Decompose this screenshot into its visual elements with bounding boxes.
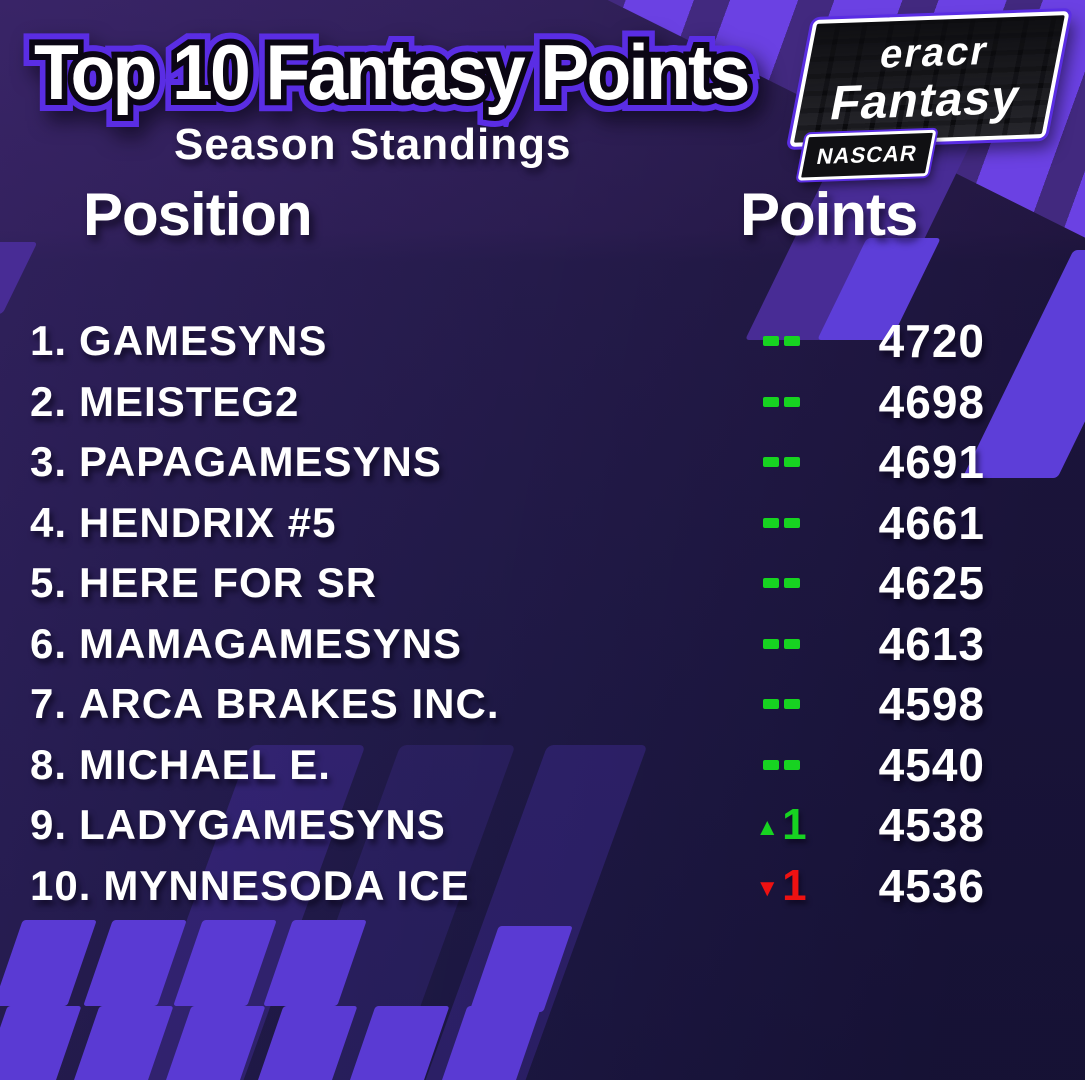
no-change-dash-icon xyxy=(762,517,779,528)
points-value: 4613 xyxy=(878,617,985,670)
logo-brand-main: Fantasy xyxy=(825,70,1025,131)
no-change-dash-icon xyxy=(783,578,800,589)
team-name: MEISTEG2 xyxy=(79,377,300,425)
points-value: 4598 xyxy=(878,678,985,731)
decor-checker-block xyxy=(0,920,97,1006)
team-name: ARCA BRAKES INC. xyxy=(79,680,500,728)
position-cell: 4. HENDRIX #5 xyxy=(30,493,336,554)
team-name: PAPAGAMESYNS xyxy=(79,438,442,486)
no-change-dash-icon xyxy=(783,396,800,407)
table-row: 5. HERE FOR SR 4625 xyxy=(0,553,1085,614)
change-indicator xyxy=(742,372,820,433)
points-value: 4661 xyxy=(878,496,985,549)
no-change-dash-icon xyxy=(762,759,779,770)
table-row: 1. GAMESYNS 4720 xyxy=(0,311,1085,372)
team-name: GAMESYNS xyxy=(79,317,328,365)
team-name: HERE FOR SR xyxy=(79,559,378,607)
points-value: 4540 xyxy=(878,738,985,791)
change-indicator xyxy=(742,735,820,796)
no-change-dash-icon xyxy=(783,759,800,770)
team-name: HENDRIX #5 xyxy=(79,498,337,546)
points-column-header: Points xyxy=(740,181,918,248)
no-change-dash-icon xyxy=(783,699,800,710)
team-name: MYNNESODA ICE xyxy=(103,861,470,909)
rank-label: 1. xyxy=(30,317,68,365)
rank-label: 3. xyxy=(30,438,68,486)
points-value: 4698 xyxy=(878,375,985,428)
position-cell: 10. MYNNESODA ICE xyxy=(30,856,470,917)
change-indicator xyxy=(742,674,820,735)
position-cell: 3. PAPAGAMESYNS xyxy=(30,432,442,493)
no-change-dash-icon xyxy=(762,699,779,710)
no-change-dash-icon xyxy=(783,336,800,347)
change-indicator xyxy=(742,493,820,554)
eracr-fantasy-logo: eracr Fantasy NASCAR xyxy=(789,9,1070,184)
page-subtitle: Season Standings xyxy=(174,120,572,169)
rank-label: 9. xyxy=(30,801,68,849)
no-change-dash-icon xyxy=(783,517,800,528)
standings-rows: 1. GAMESYNS 4720 2. MEISTEG2 4698 3. PAP… xyxy=(0,311,1085,916)
table-row: 7. ARCA BRAKES INC. 4598 xyxy=(0,674,1085,735)
change-indicator xyxy=(742,553,820,614)
position-cell: 1. GAMESYNS xyxy=(30,311,327,372)
table-row: 8. MICHAEL E. 4540 xyxy=(0,735,1085,796)
no-change-dash-icon xyxy=(783,638,800,649)
position-cell: 8. MICHAEL E. xyxy=(30,735,331,796)
position-cell: 2. MEISTEG2 xyxy=(30,372,299,433)
team-name: LADYGAMESYNS xyxy=(79,801,446,849)
page-title-layer: Top 10 Fantasy Points xyxy=(23,16,762,128)
points-value: 4625 xyxy=(878,557,985,610)
table-row: 3. PAPAGAMESYNS 4691 xyxy=(0,432,1085,493)
points-value: 4720 xyxy=(878,315,985,368)
position-cell: 6. MAMAGAMESYNS xyxy=(30,614,462,675)
points-value: 4538 xyxy=(878,799,985,852)
position-column-header: Position xyxy=(83,181,313,248)
logo-brand-top: eracr xyxy=(876,28,993,77)
position-cell: 5. HERE FOR SR xyxy=(30,553,377,614)
no-change-dash-icon xyxy=(762,336,779,347)
rank-label: 4. xyxy=(30,498,68,546)
change-amount: 1 xyxy=(782,800,807,850)
up-arrow-icon: ▲ xyxy=(755,814,780,842)
no-change-dash-icon xyxy=(783,457,800,468)
table-row: 4. HENDRIX #5 4661 xyxy=(0,493,1085,554)
no-change-dash-icon xyxy=(762,638,779,649)
team-name: MICHAEL E. xyxy=(79,740,331,788)
change-indicator xyxy=(742,614,820,675)
points-value: 4691 xyxy=(878,436,985,489)
rank-label: 10. xyxy=(30,861,92,909)
decor-checker-block xyxy=(0,1006,82,1080)
change-indicator: ▲ 1 xyxy=(742,795,820,856)
rank-label: 6. xyxy=(30,619,68,667)
no-change-dash-icon xyxy=(762,457,779,468)
team-name: MAMAGAMESYNS xyxy=(79,619,463,667)
change-amount: 1 xyxy=(782,860,807,910)
page-title-layer: Top 10 Fantasy Points xyxy=(28,22,756,122)
logo-plate: eracr Fantasy xyxy=(789,11,1070,147)
change-indicator xyxy=(742,311,820,372)
rank-label: 7. xyxy=(30,680,68,728)
rank-label: 8. xyxy=(30,740,68,788)
rank-label: 5. xyxy=(30,559,68,607)
decor-slash xyxy=(0,242,38,314)
logo-nascar-badge: NASCAR xyxy=(797,129,937,181)
change-indicator: ▼ 1 xyxy=(742,856,820,917)
points-value: 4536 xyxy=(878,859,985,912)
table-row: 9. LADYGAMESYNS ▲ 1 4538 xyxy=(0,795,1085,856)
rank-label: 2. xyxy=(30,377,68,425)
table-row: 6. MAMAGAMESYNS 4613 xyxy=(0,614,1085,675)
table-row: 10. MYNNESODA ICE ▼ 1 4536 xyxy=(0,856,1085,917)
table-row: 2. MEISTEG2 4698 xyxy=(0,372,1085,433)
change-indicator xyxy=(742,432,820,493)
position-cell: 9. LADYGAMESYNS xyxy=(30,795,446,856)
no-change-dash-icon xyxy=(762,396,779,407)
down-arrow-icon: ▼ xyxy=(755,874,780,902)
page-title-layer: Top 10 Fantasy Points xyxy=(34,28,750,116)
no-change-dash-icon xyxy=(762,578,779,589)
position-cell: 7. ARCA BRAKES INC. xyxy=(30,674,500,735)
